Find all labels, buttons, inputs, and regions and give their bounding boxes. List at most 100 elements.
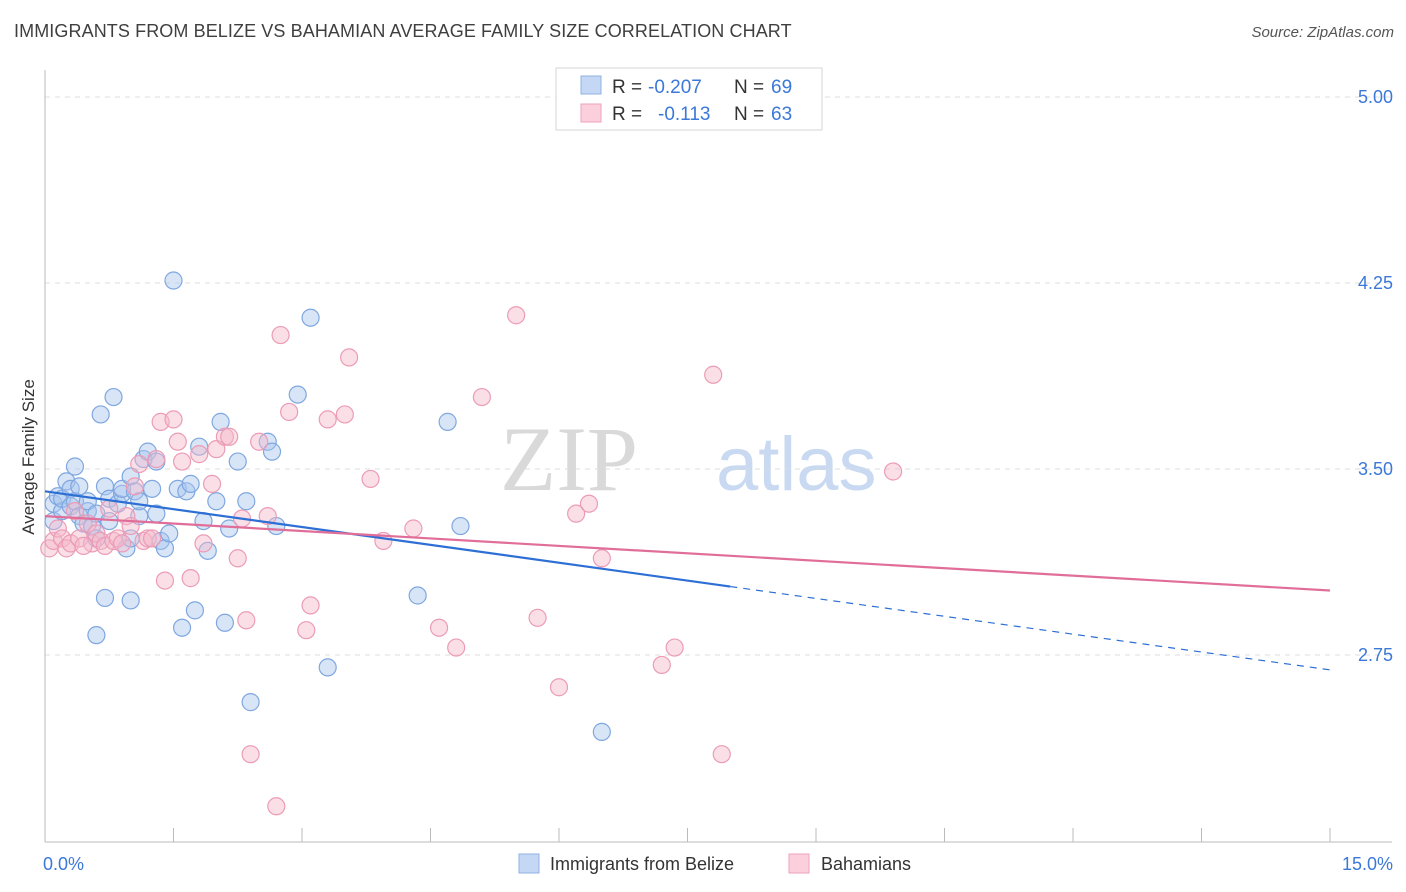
point-series0-28 [121,467,140,486]
point-series0-66 [95,588,115,608]
point-series0-3 [53,502,72,521]
point-series0-59 [301,308,320,327]
point-series1-27 [168,432,187,451]
legend-swatch-belize [580,75,602,95]
legend-swatch-bahamians [580,103,602,123]
point-series0-64 [592,722,611,741]
point-series0-9 [65,457,85,476]
x-tick-label-0: 0.0% [43,854,84,874]
x-tick-labels: 0.0% 15.0% [43,854,1393,874]
point-series1-53 [447,638,466,657]
legend-r-label-2: R = [612,104,642,125]
point-series1-62 [665,638,684,657]
point-series0-62 [438,412,457,431]
point-series1-22 [138,529,157,548]
point-series1-55 [507,306,526,325]
point-series1-31 [194,534,213,553]
point-series0-34 [142,479,162,498]
data-points [40,271,903,816]
y-axis-label: Average Family Size [19,379,38,535]
point-series0-44 [185,601,205,620]
watermark-atlas: atlas [716,422,877,507]
bottom-legend-label-bahamians: Bahamians [821,854,911,874]
bottom-legend-label-belize: Immigrants from Belize [550,854,734,874]
point-series0-43 [181,474,200,493]
point-series1-64 [712,745,731,764]
point-series1-30 [190,445,209,464]
trend-line-series0 [44,490,731,588]
point-series1-28 [172,452,192,471]
point-series0-65 [87,626,106,645]
point-series1-25 [155,571,175,590]
point-series1-48 [340,348,359,367]
chart-title: IMMIGRANTS FROM BELIZE VS BAHAMIAN AVERA… [14,21,792,41]
point-series1-57 [549,678,569,697]
point-series1-49 [361,469,380,489]
point-series1-63 [704,365,723,384]
point-series1-32 [202,474,222,493]
point-series1-51 [404,519,423,538]
point-series1-29 [181,569,200,588]
legend-r-label-1: R = [612,77,642,98]
point-series0-67 [121,591,140,610]
point-series0-41 [172,618,192,637]
point-series1-56 [528,608,547,627]
point-series1-59 [579,494,599,513]
point-series0-53 [237,492,256,511]
point-series1-67 [142,529,162,548]
point-series0-39 [164,271,183,290]
point-series1-16 [112,534,132,553]
point-series1-43 [280,402,299,422]
point-series1-2 [48,519,67,538]
point-series1-60 [592,549,611,568]
point-series0-49 [211,412,230,431]
point-series1-65 [883,462,903,481]
point-series0-38 [160,524,179,543]
point-series0-60 [318,658,337,677]
legend-n-value-1: 69 [771,77,792,98]
point-series1-23 [147,449,166,469]
point-series1-35 [220,427,239,446]
y-tick-label-3: 5.00 [1358,87,1393,107]
point-series0-48 [207,492,226,511]
point-series1-38 [241,745,260,764]
legend-r-value-2: -0.113 [658,104,710,125]
point-series0-54 [241,693,260,712]
legend-n-label-1: N = [734,77,764,98]
point-series1-61 [652,655,671,675]
point-series1-37 [237,611,256,630]
point-series1-39 [250,432,269,451]
point-series1-54 [472,387,491,407]
point-series1-36 [228,549,247,568]
point-series0-51 [220,519,239,538]
point-series1-6 [65,502,85,521]
point-series0-61 [408,586,427,605]
point-series0-37 [155,539,175,558]
stats-legend: R = -0.207 N = 69 R = -0.113 N = 63 [555,67,823,131]
point-series1-47 [335,405,354,424]
point-series0-56 [262,442,282,461]
legend-n-label-2: N = [734,104,764,125]
legend-n-value-2: 63 [771,104,792,125]
legend-r-value-1: -0.207 [648,77,702,98]
point-series1-42 [271,325,290,345]
point-series1-20 [130,454,149,474]
point-series1-66 [74,536,93,555]
trend-line-dashed-series0 [730,585,1331,671]
point-series0-11 [70,477,89,496]
watermark-zip: ZIP [500,408,638,510]
y-tick-label-0: 2.75 [1358,645,1393,665]
point-series0-58 [288,385,307,404]
trend-line-series1 [44,515,1331,592]
point-series0-52 [228,452,247,471]
point-series1-52 [429,618,449,637]
point-series1-41 [267,797,286,816]
bottom-legend-swatch-belize [518,853,540,874]
point-series1-33 [207,440,226,459]
point-series1-58 [567,504,586,523]
series-legend: Immigrants from Belize Bahamians [518,853,911,874]
point-series0-50 [215,613,234,632]
point-series0-18 [91,405,110,424]
chart-source: Source: ZipAtlas.com [1251,24,1394,41]
